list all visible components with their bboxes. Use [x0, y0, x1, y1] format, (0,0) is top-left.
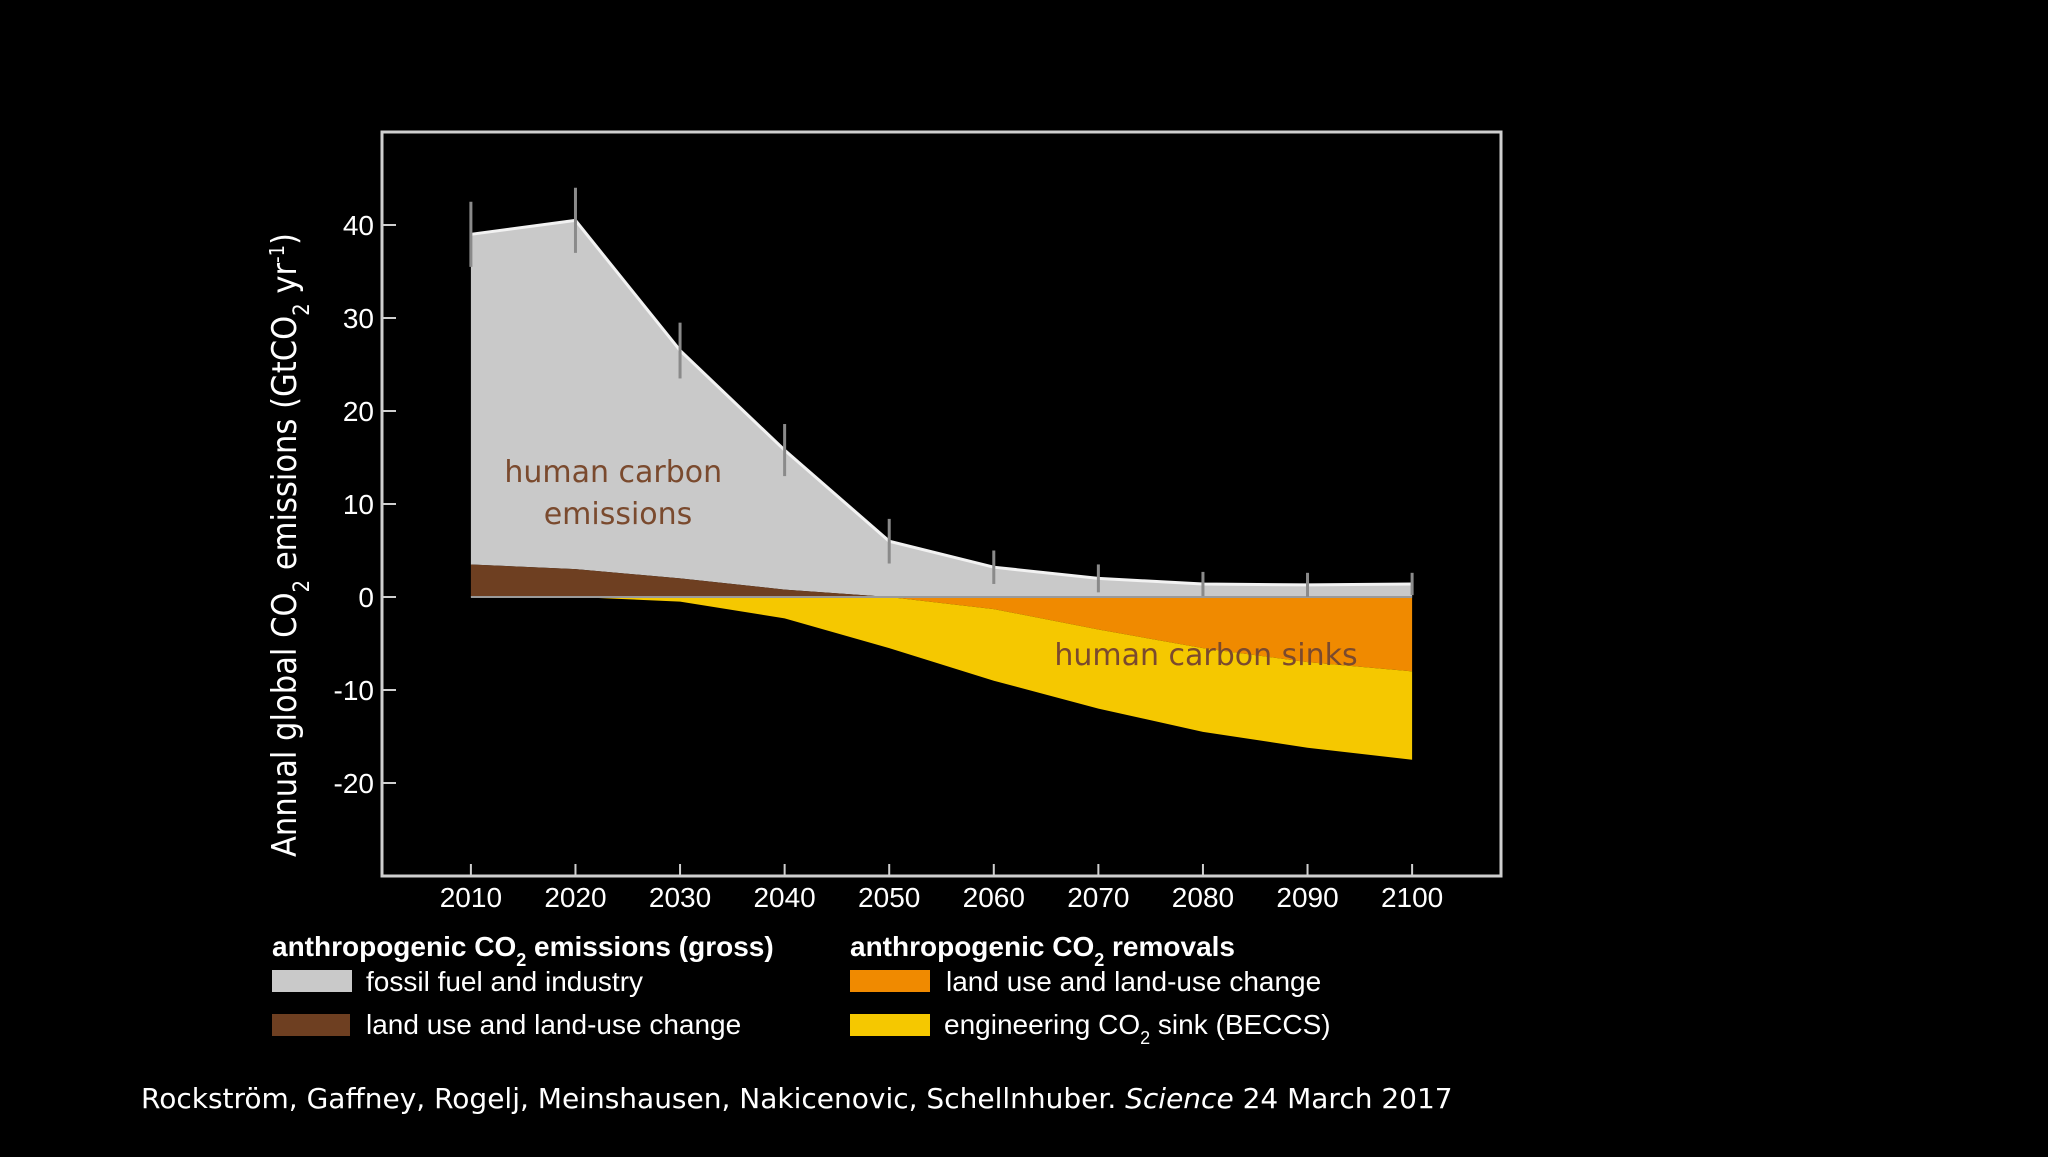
y-tick-label: 0 — [358, 582, 374, 613]
y-tick-label: 40 — [343, 210, 374, 241]
y-tick-label: -20 — [334, 768, 374, 799]
y-tick-label: 20 — [343, 396, 374, 427]
x-tick-label: 2010 — [440, 882, 502, 913]
citation: Rockström, Gaffney, Rogelj, Meinshausen,… — [141, 1082, 1453, 1115]
citation-journal: Science — [1125, 1082, 1234, 1115]
x-tick-label: 2050 — [858, 882, 920, 913]
legend-swatch-land-removals — [850, 970, 930, 992]
legend-label-fossil: fossil fuel and industry — [366, 966, 643, 997]
x-tick-label: 2030 — [649, 882, 711, 913]
area-fossil-fuel-industry — [470, 220, 1413, 597]
area-beccs-sink — [470, 597, 1413, 760]
legend-title-removals: anthropogenic CO2 removals — [850, 931, 1235, 970]
citation-date: 24 March 2017 — [1242, 1082, 1453, 1115]
y-axis-ticks: 40 30 20 10 0 -10 -20 — [334, 210, 396, 799]
y-tick-label: 10 — [343, 489, 374, 520]
legend: anthropogenic CO2 emissions (gross) anth… — [272, 931, 1331, 1048]
annotation-human-carbon-sinks: human carbon sinks — [1054, 638, 1357, 673]
legend-label-land-removals: land use and land-use change — [946, 966, 1321, 997]
y-axis-label: Annual global CO2 emissions (GtCO2 yr-1) — [265, 233, 315, 857]
x-tick-label: 2080 — [1172, 882, 1234, 913]
legend-swatch-beccs — [850, 1014, 930, 1036]
legend-swatch-land-emissions — [272, 1014, 350, 1036]
x-tick-label: 2090 — [1276, 882, 1338, 913]
legend-label-beccs: engineering CO2 sink (BECCS) — [944, 1009, 1331, 1048]
x-axis-ticks: 2010 2020 2030 2040 2050 2060 2070 2080 2090 2100 — [440, 864, 1443, 913]
error-bars — [469, 187, 1414, 597]
legend-title-emissions: anthropogenic CO2 emissions (gross) — [272, 931, 774, 970]
x-tick-label: 2070 — [1067, 882, 1129, 913]
x-tick-label: 2060 — [963, 882, 1025, 913]
x-tick-label: 2100 — [1381, 882, 1443, 913]
area-land-use-emissions — [470, 564, 1413, 597]
x-tick-label: 2040 — [753, 882, 815, 913]
area-land-use-removals — [470, 597, 1413, 672]
fossil-outline-line — [470, 218, 1413, 587]
legend-swatch-fossil — [272, 970, 352, 992]
legend-label-land-emissions: land use and land-use change — [366, 1009, 741, 1040]
y-tick-label: -10 — [334, 675, 374, 706]
citation-authors: Rockström, Gaffney, Rogelj, Meinshausen,… — [141, 1082, 1117, 1115]
annotation-human-carbon-emissions: human carbon emissions — [504, 455, 731, 532]
x-tick-label: 2020 — [544, 882, 606, 913]
y-tick-label: 30 — [343, 303, 374, 334]
